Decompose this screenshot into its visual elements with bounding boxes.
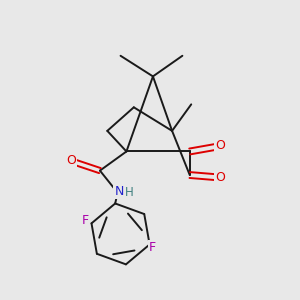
- Text: F: F: [82, 214, 88, 227]
- Text: O: O: [215, 171, 225, 184]
- Text: N: N: [114, 185, 124, 198]
- Text: O: O: [215, 139, 225, 152]
- Text: F: F: [149, 241, 156, 254]
- Text: H: H: [124, 186, 133, 199]
- Text: O: O: [66, 154, 76, 167]
